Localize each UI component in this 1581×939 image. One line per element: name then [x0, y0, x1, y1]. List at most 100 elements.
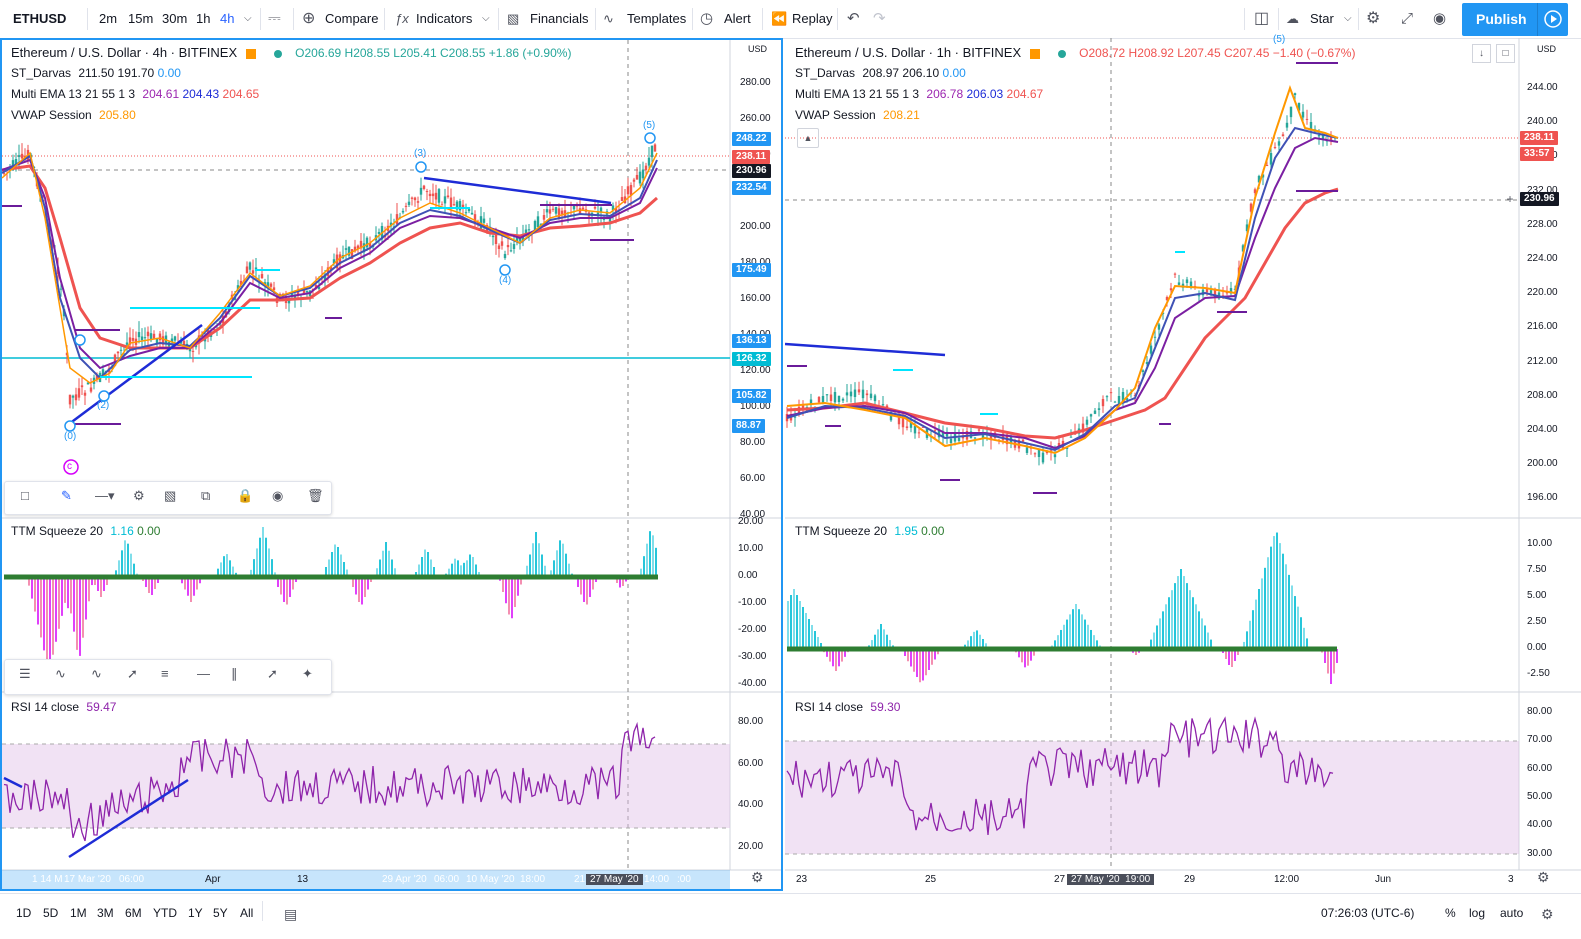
maximize-pane-icon[interactable]: □: [1496, 44, 1515, 63]
publish-button[interactable]: Publish: [1462, 3, 1568, 36]
range-3m[interactable]: 3M: [97, 906, 114, 920]
horizontal-ray-icon[interactable]: —: [197, 666, 210, 681]
right-ttm-bar-180: [1327, 649, 1329, 674]
settings-icon[interactable]: ⚙: [133, 488, 145, 503]
range-1y[interactable]: 1Y: [188, 906, 203, 920]
interval-dropdown-icon[interactable]: ⌵: [244, 13, 252, 24]
camera-icon[interactable]: ◉: [1433, 10, 1447, 27]
compare-plus-icon[interactable]: ⊕: [302, 10, 316, 27]
settings-gear-icon[interactable]: ⚙: [1366, 10, 1381, 27]
clone-icon[interactable]: ⧉: [201, 488, 211, 503]
compare-button[interactable]: Compare: [325, 11, 379, 26]
right-legend-darvas[interactable]: ST_Darvas 208.97 206.10 0.00: [795, 66, 966, 80]
templates-button[interactable]: Templates: [627, 11, 687, 26]
indicators-button[interactable]: Indicators: [416, 11, 473, 26]
date-range-calendar-icon[interactable]: ▤: [284, 906, 298, 922]
range-5y[interactable]: 5Y: [213, 906, 228, 920]
left-legend-ttm[interactable]: TTM Squeeze 20 1.16 0.00: [11, 524, 161, 538]
play-icon[interactable]: [1537, 3, 1568, 36]
left-ttm-bar-180: [544, 565, 546, 577]
undo-icon[interactable]: ↶: [847, 10, 860, 27]
left-rsi-tick-1: 60.00: [738, 757, 764, 769]
indicators-dropdown-icon[interactable]: ⌵: [482, 13, 490, 24]
lock-icon[interactable]: 🔒: [237, 488, 254, 503]
star-dropdown-icon[interactable]: ⌵: [1344, 13, 1352, 24]
symbol-search[interactable]: ETHUSD: [13, 11, 67, 26]
left-legend-rsi[interactable]: RSI 14 close 59.47: [11, 700, 117, 714]
range-6m[interactable]: 6M: [125, 906, 142, 920]
alert-clock-icon[interactable]: ◷: [700, 10, 714, 27]
chart-type-candles-icon[interactable]: ⎓: [268, 10, 281, 27]
alert-button[interactable]: Alert: [724, 11, 751, 26]
interval-2m[interactable]: 2m: [99, 11, 118, 26]
left-ttm-bar-107: [325, 567, 327, 577]
layout-icon[interactable]: ◫: [1254, 10, 1270, 27]
ray-icon[interactable]: ➚: [267, 666, 278, 681]
right-legend-ema[interactable]: Multi EMA 13 21 55 1 3 206.78 206.03 204…: [795, 87, 1044, 101]
financials-button[interactable]: Financials: [530, 11, 589, 26]
percent-toggle[interactable]: %: [1445, 906, 1456, 920]
drawing-properties-toolbar[interactable]: □ ✎ —▾ ⚙ ▧ ⧉ 🔒 ◉ 🗑: [4, 481, 332, 515]
left-legend-vwap[interactable]: VWAP Session 205.80: [11, 108, 136, 122]
templates-icon[interactable]: ∿: [603, 11, 614, 26]
auto-toggle[interactable]: auto: [1500, 906, 1524, 920]
right-legend-vwap[interactable]: VWAP Session 208.21: [795, 108, 920, 122]
right-legend-main[interactable]: Ethereum / U.S. Dollar · 1h · BITFINEX O…: [795, 45, 1356, 60]
left-chart-svg[interactable]: [0, 38, 784, 891]
wave-pattern-icon[interactable]: ∿: [91, 666, 102, 681]
range-all[interactable]: All: [240, 906, 254, 920]
financials-icon[interactable]: ▧: [507, 11, 520, 26]
trash-icon[interactable]: 🗑: [307, 488, 324, 503]
drawing-tools-toolbar[interactable]: ☰ ∿ ∿ ➚ ≡ — ∥ ➚ ✦: [4, 659, 332, 695]
line-style-icon[interactable]: —▾: [95, 488, 115, 503]
range-1m[interactable]: 1M: [70, 906, 87, 920]
scroll-down-icon[interactable]: ↓: [1472, 44, 1491, 63]
interval-15m[interactable]: 15m: [128, 11, 154, 26]
range-5d[interactable]: 5D: [43, 906, 59, 920]
add-plus-icon[interactable]: +: [1506, 192, 1514, 206]
fib-icon[interactable]: ≡: [161, 666, 169, 681]
left-candle-body-212: [638, 171, 642, 184]
left-ttm-bar-92: [280, 577, 282, 595]
right-legend-ttm[interactable]: TTM Squeeze 20 1.95 0.00: [795, 524, 945, 538]
left-ttm-bar-47: [145, 577, 147, 587]
cloud-icon[interactable]: ☁: [1286, 11, 1299, 26]
interval-4h[interactable]: 4h: [220, 11, 235, 26]
right-legend-rsi[interactable]: RSI 14 close 59.30: [795, 700, 901, 714]
drag-handle-icon[interactable]: □: [21, 488, 29, 503]
bars-pattern-icon[interactable]: ∥: [231, 666, 238, 681]
left-legend-ema[interactable]: Multi EMA 13 21 55 1 3 204.61 204.43 204…: [11, 87, 260, 101]
left-candle-body-202: [608, 217, 612, 222]
xabcd-icon[interactable]: ✦: [302, 666, 313, 681]
replay-button[interactable]: Replay: [792, 11, 833, 26]
indicators-fx-icon[interactable]: ƒx: [395, 11, 409, 26]
bottom-settings-gear-icon[interactable]: ⚙: [1541, 906, 1554, 922]
range-ytd[interactable]: YTD: [153, 906, 177, 920]
lines-icon[interactable]: ☰: [19, 666, 31, 681]
right-candle-body-64: [1041, 452, 1045, 463]
left-ttm-bar-83: [253, 559, 255, 577]
fullscreen-icon[interactable]: ⤢: [1401, 10, 1414, 27]
left-chart-pane[interactable]: [0, 38, 783, 891]
left-ttm-bar-25: [79, 577, 81, 656]
left-legend-darvas[interactable]: ST_Darvas 211.50 191.70 0.00: [11, 66, 181, 80]
right-chart-settings-gear-icon[interactable]: ⚙: [1537, 869, 1550, 885]
eye-icon[interactable]: ◉: [272, 488, 284, 503]
collapse-legend-icon[interactable]: ▲: [797, 128, 819, 148]
interval-1h[interactable]: 1h: [196, 11, 211, 26]
range-1d[interactable]: 1D: [16, 906, 32, 920]
right-chart-svg[interactable]: [785, 38, 1581, 891]
template-icon[interactable]: ▧: [164, 488, 177, 503]
left-chart-settings-gear-icon[interactable]: ⚙: [751, 869, 764, 885]
log-toggle[interactable]: log: [1469, 906, 1486, 920]
pencil-icon[interactable]: ✎: [61, 488, 72, 503]
replay-icon[interactable]: ⏪: [771, 11, 788, 26]
redo-icon[interactable]: ↷: [873, 10, 886, 27]
clock-time[interactable]: 07:26:03 (UTC-6): [1321, 906, 1415, 920]
trendline-icon[interactable]: ➚: [127, 666, 138, 681]
interval-30m[interactable]: 30m: [162, 11, 188, 26]
left-legend-main[interactable]: Ethereum / U.S. Dollar · 4h · BITFINEX O…: [11, 45, 571, 61]
star-button[interactable]: Star: [1310, 11, 1334, 26]
left-ttm-bar-94: [286, 577, 288, 605]
abc-pattern-icon[interactable]: ∿: [55, 666, 66, 681]
